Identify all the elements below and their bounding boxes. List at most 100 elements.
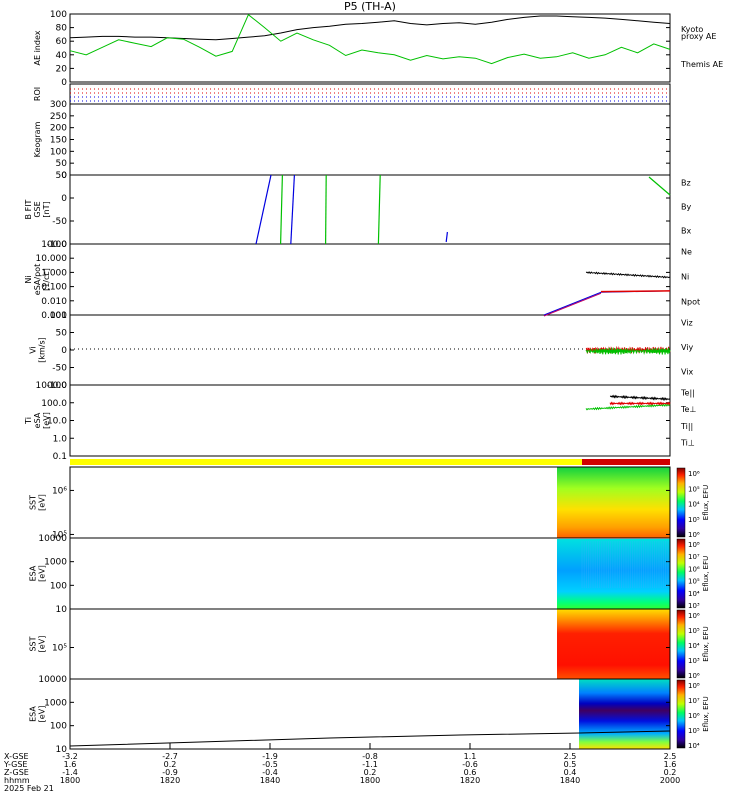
legend-vi-1: Viy [681, 343, 694, 352]
colorbar-tick-esa_i: 10⁶ [688, 712, 700, 720]
xtick-label: -1.4 [62, 768, 78, 777]
xtick-label: 0.4 [564, 768, 577, 777]
ytick-label-esa_e: 10 [56, 605, 68, 615]
colorbar-tick-esa_i: 10⁴ [688, 742, 700, 750]
ylabel-ni: [1/cc] [42, 268, 51, 291]
colorbar-label-esa_i: Eflux, EFU [702, 696, 710, 731]
ytick-label-esa_i: 10 [56, 745, 68, 755]
ytick-label-keogram: 100 [50, 147, 67, 157]
ylabel-sst_i: SST [29, 636, 38, 651]
ytick-label-ae: 0 [61, 78, 67, 88]
colorbar-tick-esa_e: 10⁵ [688, 578, 700, 586]
panel-frame-bfit [69, 174, 671, 245]
colorbar-tick-esa_e: 10⁴ [688, 590, 700, 598]
sst-electron-spectrogram [557, 467, 670, 538]
xtick-time-label: 1820 [160, 776, 180, 785]
legend-ti-3: Ti⊥ [680, 438, 695, 447]
series-bfit-By-3 [648, 176, 671, 196]
colorbar-tick-sst_i: 10⁵ [688, 627, 700, 635]
series-ni-npot [543, 290, 671, 316]
ylabel-bfit: [nT] [42, 201, 51, 217]
series-vi-Viy [585, 347, 671, 355]
panel-frame-ti [69, 384, 671, 457]
colorbar-tick-esa_e: 10³ [688, 602, 700, 610]
colorbar-tick-sst_e: 10⁴ [688, 501, 700, 509]
series-ae-0 [69, 15, 671, 41]
legend-bfit-1: By [681, 203, 691, 212]
xtick-label: 0.6 [464, 768, 477, 777]
xtick-label: -1.1 [362, 760, 378, 769]
xtick-label: -0.8 [362, 752, 378, 761]
colorbar-tick-sst_i: 10⁶ [688, 612, 700, 620]
colorbar-tick-sst_e: 10⁶ [688, 531, 700, 539]
panel-frame-keogram [69, 103, 671, 176]
ytick-label-ni: 0.100 [41, 283, 67, 293]
colorbar-label-sst_i: Eflux, EFU [702, 626, 710, 661]
ytick-label-ae: 80 [56, 24, 68, 34]
colorbar-tick-esa_e: 10⁷ [688, 553, 700, 561]
xtick-time-label: 2000 [660, 776, 680, 785]
xtick-label: 0.2 [364, 768, 377, 777]
series-ni-ne [543, 292, 602, 317]
colorbar-tick-esa_e: 10⁸ [688, 541, 700, 549]
ylabel-sst_e: [eV] [38, 494, 47, 511]
ytick-label-esa_i: 100 [50, 722, 67, 732]
plot-title: P5 (TH-A) [344, 0, 396, 13]
xtick-label: 1.6 [664, 760, 677, 769]
xtick-label: 0.2 [164, 760, 177, 769]
ytick-label-keogram: 300 [50, 100, 67, 110]
ytick-label-ae: 100 [50, 10, 67, 20]
ylabel-ti: [eV] [42, 412, 51, 429]
ylabel-sst_e: SST [29, 495, 38, 510]
ylabel-bfit: GSE [33, 201, 42, 217]
xtick-time-label: 1820 [460, 776, 480, 785]
legend-ae-2: Themis AE [680, 60, 723, 69]
xtick-label: 0.5 [564, 760, 577, 769]
colorbar-esa_i [676, 679, 686, 749]
legend-ni-1: Ni [681, 273, 689, 282]
ylabel-esa_i: [eV] [38, 706, 47, 723]
xtick-time-label: 1800 [60, 776, 80, 785]
xtick-label: -0.4 [262, 768, 278, 777]
xtick-label: 0.2 [664, 768, 677, 777]
xaxis-row-label-2: Z-GSE [4, 768, 29, 777]
ytick-label-ni: 1.000 [41, 268, 67, 278]
colorbar-label-esa_e: Eflux, EFU [702, 556, 710, 591]
series-ti-2 [609, 401, 671, 406]
ytick-label-ae: 20 [56, 64, 68, 74]
colorbar-tick-esa_i: 10⁷ [688, 697, 700, 705]
colorbar-tick-sst_i: 10⁶ [688, 672, 700, 680]
colorbar-tick-esa_i: 10⁵ [688, 727, 700, 735]
ylabel-ti: Ti [24, 417, 33, 425]
legend-ni-2: Npot [681, 297, 700, 306]
ytick-label-keogram: 50 [56, 159, 68, 169]
xtick-label: 2.5 [564, 752, 577, 761]
ytick-label-bfit: -100 [47, 240, 68, 250]
ytick-label-ni: 0.001 [41, 311, 67, 321]
legend-vi-0: Viz [681, 319, 693, 328]
xtick-time-label: 1840 [560, 776, 580, 785]
ylabel-esa_e: [eV] [38, 565, 47, 582]
colorbar-tick-esa_i: 10⁸ [688, 682, 700, 690]
ylabel-esa_e: ESA [29, 565, 38, 581]
series-bfit-Bx-2 [445, 231, 448, 243]
panel-frame-vi [69, 314, 671, 386]
colorbar-esa_e [676, 538, 686, 609]
colorbar-label-sst_e: Eflux, EFU [702, 485, 710, 520]
ytick-label-vi: 100 [50, 311, 67, 321]
ytick-label-ti: 10.0 [47, 417, 67, 427]
ytick-label-ni: 0.010 [41, 297, 67, 307]
ytick-label-vi: -100 [47, 381, 68, 391]
legend-ni-0: Ne [681, 248, 692, 257]
ylabel-bfit: B FIT [24, 199, 33, 219]
axis-ticks [69, 13, 671, 750]
series-ni-ne-flat [600, 290, 671, 293]
sst-ion-spectrogram [557, 609, 670, 679]
ytick-label-sst_e: 10⁶ [52, 486, 67, 496]
ytick-label-ni: 10.000 [36, 254, 68, 264]
